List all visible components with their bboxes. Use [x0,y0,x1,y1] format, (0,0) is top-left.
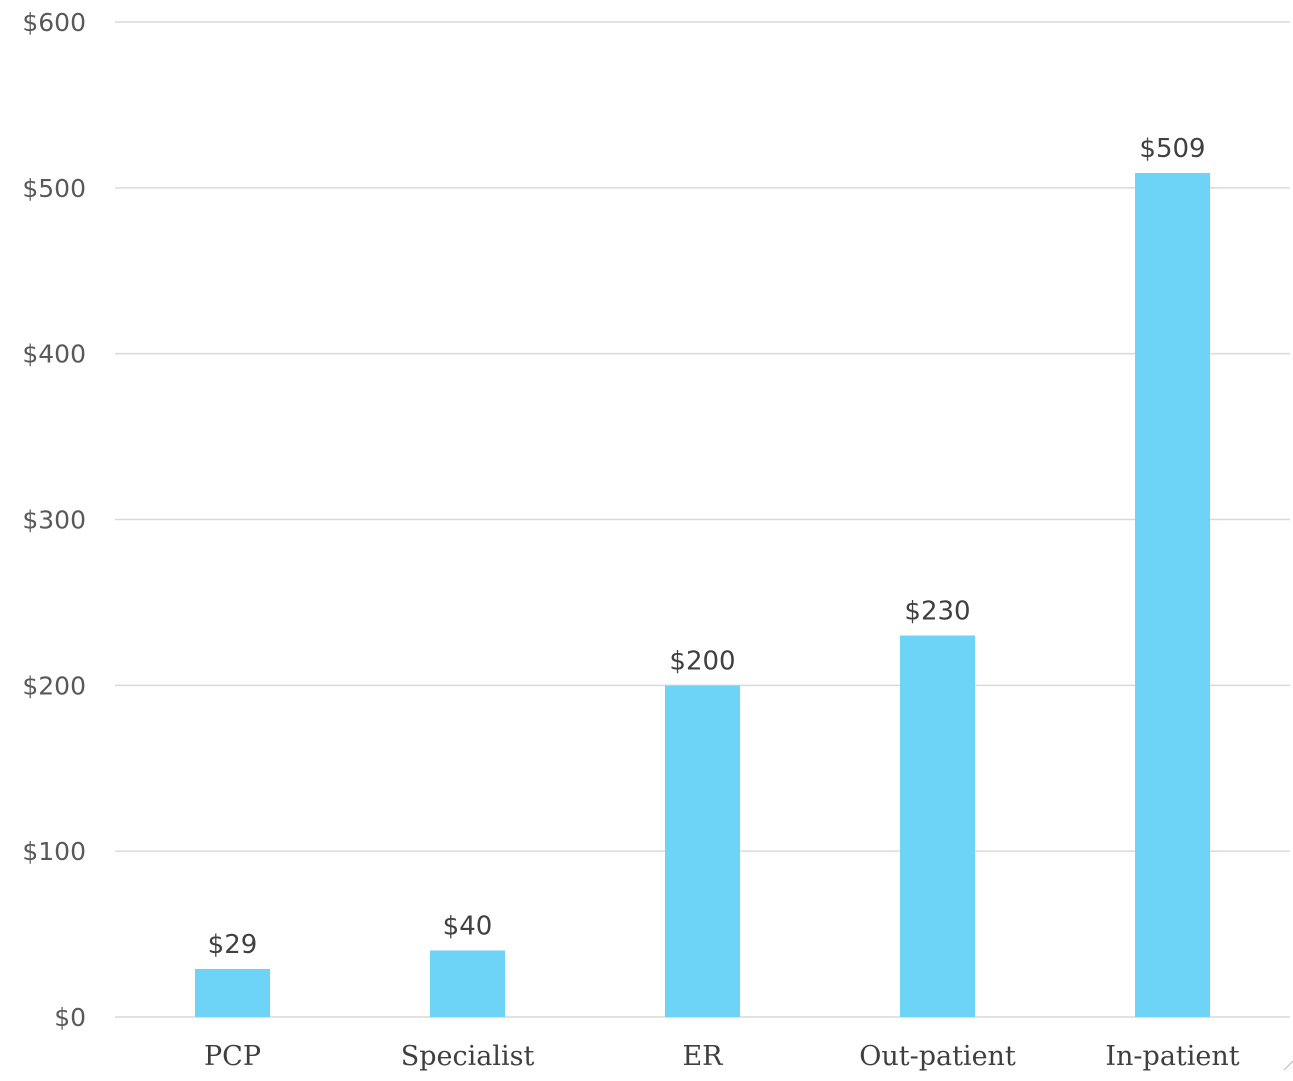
bar [900,635,975,1017]
x-tick-label: Specialist [401,1041,535,1072]
data-labels: $29 $40 $200 $230 $509 [208,134,1206,960]
data-label: $40 [443,912,493,942]
data-label: $509 [1139,134,1205,164]
bar [430,950,505,1017]
bar [195,968,270,1017]
y-tick-label: $400 [22,340,86,369]
bars [195,172,1210,1018]
bar [1135,172,1210,1018]
x-tick-label: Out-patient [859,1041,1016,1072]
resize-corner-icon [1283,1060,1293,1071]
y-axis-tick-labels: $0 $100 $200 $300 $400 $500 $600 [22,8,86,1032]
y-tick-label: $500 [22,174,86,203]
x-tick-label: ER [682,1041,723,1072]
data-label: $29 [208,930,258,960]
y-tick-label: $600 [22,8,86,37]
x-tick-label: PCP [204,1041,261,1072]
y-tick-label: $0 [54,1003,86,1032]
x-axis-tick-labels: PCP Specialist ER Out-patient In-patient [204,1041,1240,1072]
data-label: $200 [669,646,735,676]
y-tick-label: $300 [22,506,86,535]
data-label: $230 [904,597,970,627]
y-tick-label: $100 [22,837,86,866]
bar [665,685,740,1017]
x-tick-label: In-patient [1105,1041,1239,1072]
y-tick-label: $200 [22,671,86,700]
